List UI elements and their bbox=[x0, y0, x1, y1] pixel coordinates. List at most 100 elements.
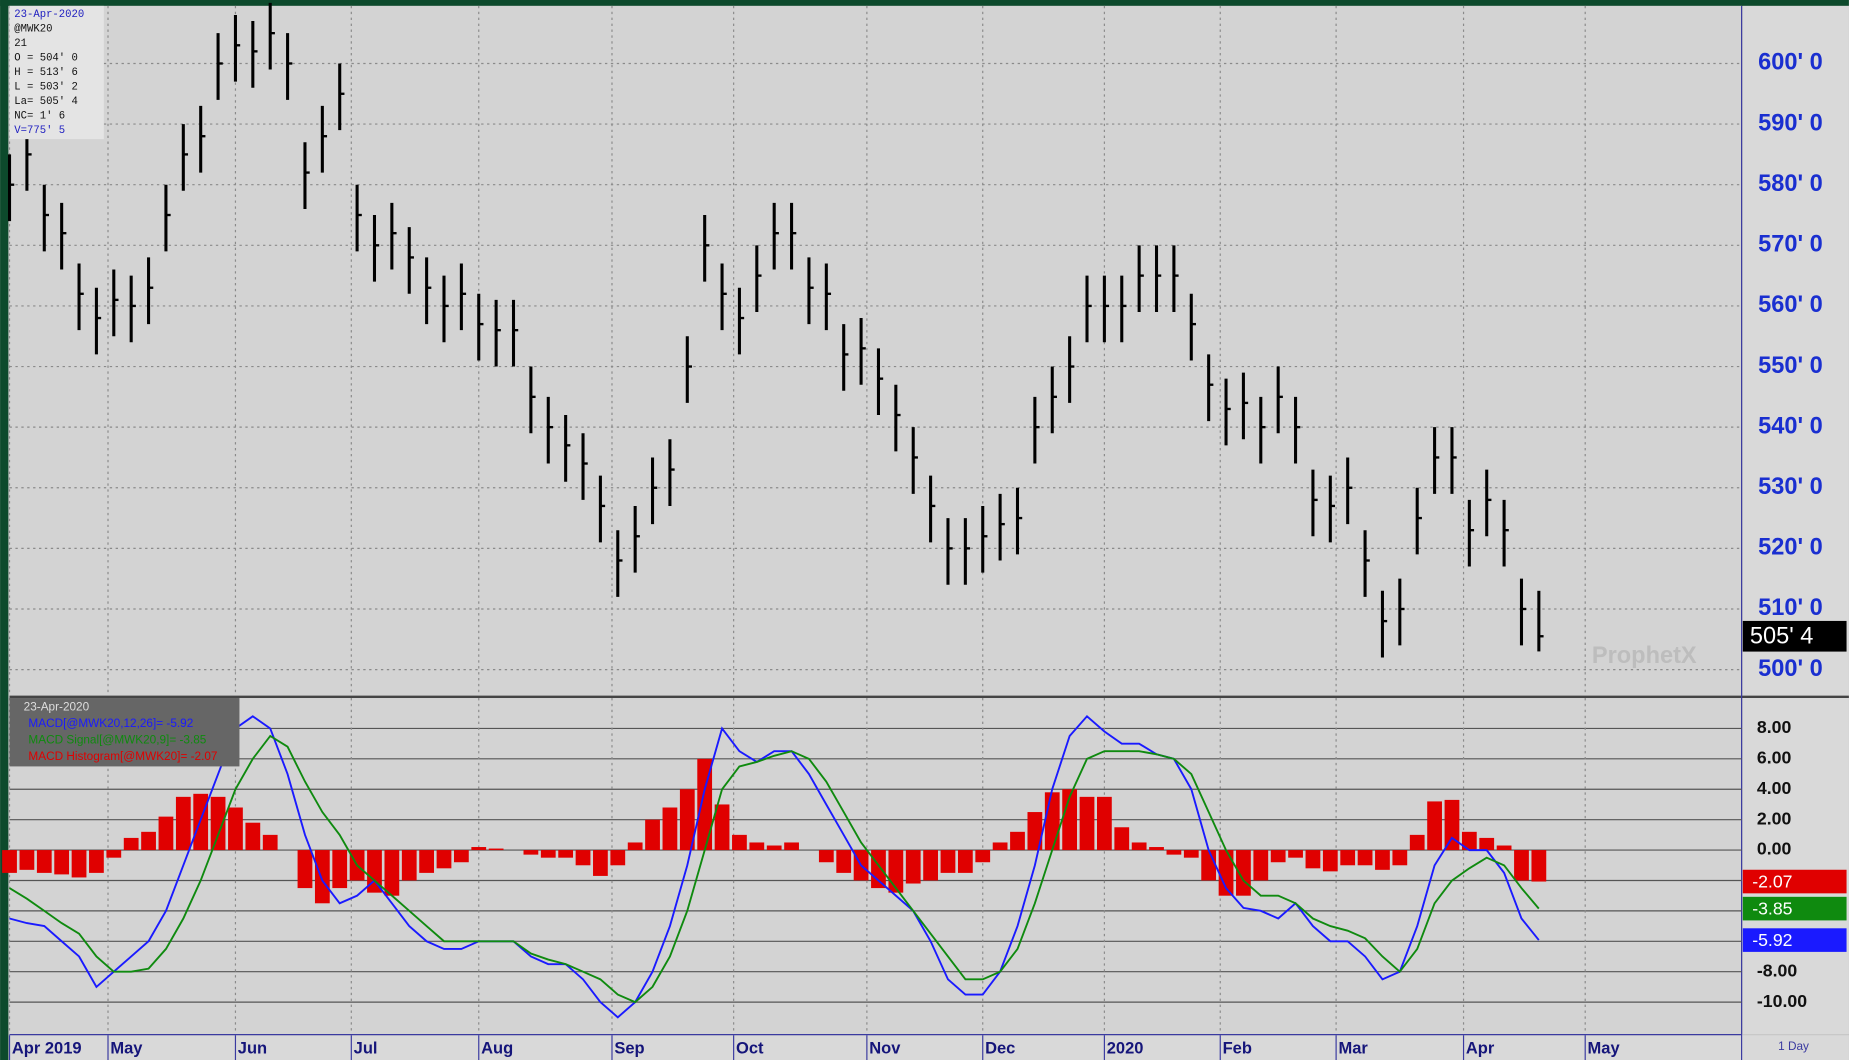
info-line: L = 503' 2 bbox=[14, 81, 78, 93]
histogram-bar bbox=[141, 831, 156, 851]
last-value-label: -3.85 bbox=[1752, 898, 1792, 918]
y-tick-label: 580' 0 bbox=[1758, 170, 1823, 196]
histogram-bar bbox=[2, 850, 17, 873]
histogram-bar bbox=[1322, 850, 1338, 872]
histogram-bar bbox=[1496, 845, 1512, 851]
histogram-bar bbox=[1114, 827, 1130, 851]
x-tick-label: Apr bbox=[1466, 1040, 1495, 1058]
histogram-bar bbox=[401, 850, 417, 881]
histogram-bar bbox=[1461, 831, 1477, 851]
info-box bbox=[9, 5, 104, 140]
histogram-bar bbox=[453, 850, 469, 863]
y-tick-label: 600' 0 bbox=[1758, 49, 1823, 75]
histogram-bar bbox=[471, 847, 487, 851]
histogram-bar bbox=[1166, 850, 1182, 855]
y-tick-label: 590' 0 bbox=[1758, 109, 1823, 135]
legend-entry: MACD[@MWK20,12,26]= -5.92 bbox=[28, 717, 193, 730]
info-line: O = 504' 0 bbox=[14, 52, 78, 64]
histogram-bar bbox=[1253, 850, 1269, 881]
marks: ProphetX bbox=[2, 2, 1697, 1019]
histogram-bar bbox=[1357, 850, 1373, 866]
histogram-bar bbox=[888, 850, 904, 893]
x-tick-label: Oct bbox=[736, 1040, 764, 1058]
histogram-bar bbox=[697, 758, 713, 851]
histogram-bar bbox=[818, 850, 834, 863]
last-value-box bbox=[1742, 869, 1847, 894]
last-value-box bbox=[1742, 896, 1847, 921]
histogram-bar bbox=[488, 848, 504, 851]
histogram-bar bbox=[210, 796, 226, 851]
histogram-bar bbox=[905, 850, 921, 884]
histogram-bar bbox=[89, 850, 104, 873]
y-tick-label: 0.00 bbox=[1757, 839, 1792, 859]
histogram-bar bbox=[1149, 847, 1164, 851]
y-tick-label: -8.00 bbox=[1757, 960, 1797, 980]
histogram-bar bbox=[558, 850, 574, 858]
histogram-bar bbox=[593, 850, 608, 876]
histogram-bar bbox=[610, 850, 626, 866]
overlays: 500' 0 510' 0 520' 0 530' 0 540' 0 550' 0 560'… bbox=[8, 5, 1847, 1060]
histogram-bar bbox=[1218, 850, 1234, 896]
x-tick-label: Nov bbox=[869, 1040, 901, 1058]
histogram-bar bbox=[714, 804, 730, 851]
y-tick-label: 570' 0 bbox=[1758, 231, 1823, 257]
histogram-bar bbox=[1392, 850, 1408, 866]
y-tick-label: 520' 0 bbox=[1758, 534, 1823, 560]
info-line: V=775' 5 bbox=[14, 125, 65, 137]
last-value-label: -5.92 bbox=[1752, 930, 1792, 950]
price-panel bbox=[9, 5, 1742, 696]
watermark: ProphetX bbox=[1592, 642, 1697, 668]
histogram-bar bbox=[679, 789, 695, 851]
histogram-bar bbox=[1479, 837, 1495, 851]
histogram-bar bbox=[1131, 842, 1147, 851]
histogram-bar bbox=[1531, 850, 1547, 882]
histogram-bar bbox=[1010, 831, 1025, 851]
histogram-bar bbox=[732, 834, 747, 851]
histogram-bar bbox=[1409, 834, 1425, 851]
histogram-bar bbox=[384, 850, 400, 896]
histogram-bar bbox=[766, 845, 782, 851]
x-tick-label: May bbox=[110, 1040, 143, 1058]
x-tick-label: Aug bbox=[481, 1040, 513, 1058]
histogram-bar bbox=[106, 850, 122, 858]
histogram-bar bbox=[228, 807, 243, 851]
legend-box bbox=[9, 698, 240, 767]
histogram-bar bbox=[871, 850, 886, 889]
histogram-bar bbox=[523, 850, 539, 855]
left-border bbox=[0, 0, 9, 1060]
interval-label: 1 Day bbox=[1778, 1040, 1809, 1053]
y-tick-label: 8.00 bbox=[1757, 717, 1792, 737]
histogram-bar bbox=[836, 850, 852, 873]
histogram-bar bbox=[1514, 850, 1529, 881]
last-price-box bbox=[1742, 620, 1847, 652]
histogram-bar bbox=[297, 850, 313, 889]
histogram-bar bbox=[957, 850, 973, 873]
histogram-bar bbox=[575, 850, 591, 866]
y-tick-label: 510' 0 bbox=[1758, 594, 1823, 620]
histogram-bar bbox=[1044, 792, 1060, 851]
histogram-bar bbox=[71, 850, 87, 878]
histogram-bar bbox=[1340, 850, 1356, 866]
macd-line bbox=[9, 734, 1540, 1004]
histogram-bar bbox=[1427, 801, 1442, 851]
info-line: NC= 1' 6 bbox=[14, 110, 65, 122]
histogram-bar bbox=[419, 850, 435, 873]
histogram-bar bbox=[940, 850, 956, 873]
histogram-bar bbox=[36, 850, 52, 873]
histogram-bar bbox=[1097, 796, 1112, 851]
histogram-bar bbox=[540, 850, 556, 858]
histogram-bar bbox=[1027, 812, 1043, 851]
right-axis bbox=[1742, 5, 1849, 1035]
top-border bbox=[0, 0, 1849, 6]
histogram-bar bbox=[54, 850, 70, 875]
histogram-bar bbox=[314, 850, 330, 904]
y-tick-label: 560' 0 bbox=[1758, 291, 1823, 317]
info-line: 21 bbox=[14, 38, 27, 50]
x-tick-label: Jul bbox=[354, 1040, 378, 1058]
x-axis bbox=[9, 1035, 1849, 1060]
y-tick-label: 540' 0 bbox=[1758, 412, 1823, 438]
x-tick-label: Jun bbox=[238, 1040, 267, 1058]
histogram-bar bbox=[158, 816, 174, 851]
histogram-bar bbox=[1288, 850, 1303, 858]
